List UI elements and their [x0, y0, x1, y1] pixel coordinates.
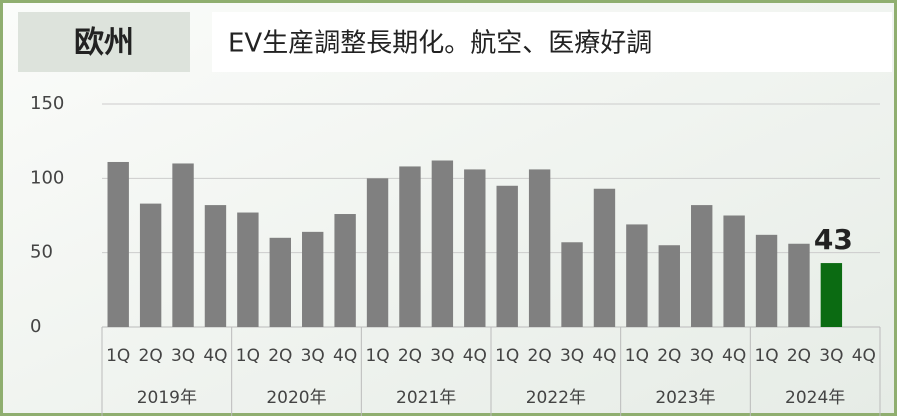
- x-tick-label: 2Q: [139, 346, 163, 366]
- bar: [237, 212, 259, 327]
- y-tick-label: 0: [30, 316, 41, 337]
- x-tick-label: 2Q: [528, 346, 552, 366]
- x-tick-label: 1Q: [106, 346, 130, 366]
- x-tick-label: 3Q: [301, 346, 325, 366]
- x-group-label: 2022年: [526, 388, 586, 408]
- bar: [658, 245, 680, 327]
- bar: [528, 169, 551, 327]
- x-tick-label: 3Q: [560, 346, 584, 366]
- x-tick-label: 3Q: [430, 346, 454, 366]
- x-tick-label: 4Q: [463, 346, 487, 366]
- title-box: [18, 12, 190, 72]
- x-tick-label: 4Q: [592, 346, 616, 366]
- y-tick-label: 50: [30, 242, 53, 263]
- bar: [172, 163, 194, 327]
- x-group-label: 2023年: [655, 388, 715, 408]
- bar: [691, 205, 713, 327]
- x-tick-label: 1Q: [754, 346, 778, 366]
- x-tick-label: 4Q: [333, 346, 357, 366]
- x-group-label: 2020年: [266, 388, 326, 408]
- x-tick-label: 4Q: [722, 346, 746, 366]
- x-tick-label: 3Q: [690, 346, 714, 366]
- bar: [723, 215, 745, 327]
- bar: [755, 234, 778, 327]
- x-tick-label: 4Q: [852, 346, 876, 366]
- bar: [269, 237, 291, 327]
- x-tick-label: 1Q: [625, 346, 649, 366]
- x-tick-label: 3Q: [171, 346, 195, 366]
- bar: [561, 242, 583, 327]
- bar: [139, 203, 162, 327]
- bar: [366, 178, 389, 327]
- x-tick-label: 3Q: [819, 346, 843, 366]
- bar: [496, 185, 518, 327]
- y-tick-label: 100: [30, 167, 64, 188]
- x-group-label: 2021年: [396, 388, 456, 408]
- bar: [334, 214, 356, 327]
- subtitle-box: [212, 12, 892, 72]
- bar: [399, 166, 421, 327]
- bar: [820, 263, 843, 327]
- x-group-label: 2024年: [785, 388, 845, 408]
- x-tick-label: 2Q: [268, 346, 292, 366]
- x-group-label: 2019年: [137, 388, 197, 408]
- bar: [431, 160, 454, 327]
- chart-subtitle: EV生産調整長期化。航空、医療好調: [228, 29, 652, 59]
- chart-title: 欧州: [74, 26, 134, 61]
- x-tick-label: 1Q: [495, 346, 519, 366]
- data-label: 43: [814, 223, 853, 256]
- x-tick-label: 2Q: [398, 346, 422, 366]
- y-tick-label: 150: [30, 93, 64, 114]
- bar: [302, 231, 324, 327]
- x-tick-label: 1Q: [365, 346, 389, 366]
- x-tick-label: 1Q: [236, 346, 260, 366]
- bar: [107, 161, 129, 327]
- bar: [788, 243, 810, 327]
- bar: [204, 205, 227, 327]
- x-tick-label: 2Q: [657, 346, 681, 366]
- bar: [626, 224, 648, 327]
- x-tick-label: 4Q: [203, 346, 227, 366]
- bar: [593, 188, 616, 327]
- bar: [464, 169, 486, 327]
- x-tick-label: 2Q: [787, 346, 811, 366]
